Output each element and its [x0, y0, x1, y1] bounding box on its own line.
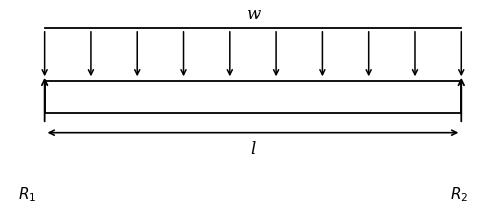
Text: $R_1$: $R_1$ [18, 185, 36, 204]
Text: w: w [246, 6, 260, 24]
Text: l: l [250, 141, 255, 158]
Bar [45, 81, 461, 113]
Text: $R_2$: $R_2$ [450, 185, 468, 204]
